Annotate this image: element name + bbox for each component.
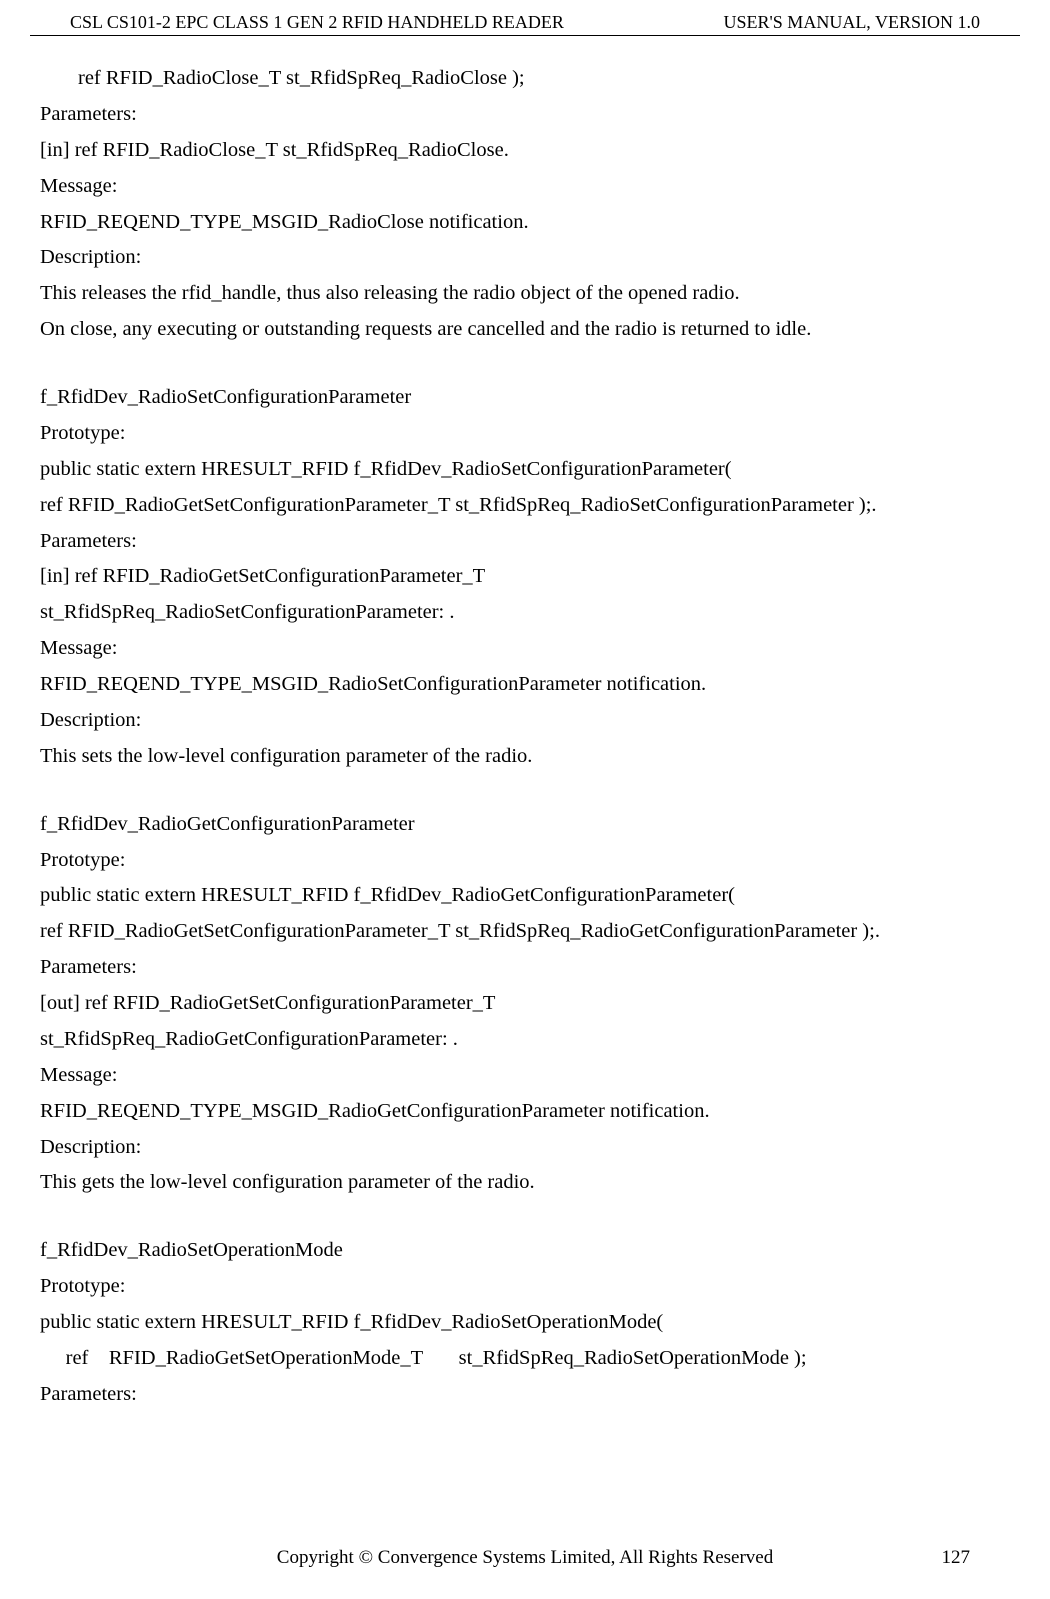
- page-footer: Copyright © Convergence Systems Limited,…: [0, 1547, 1050, 1569]
- text-line: This releases the rfid_handle, thus also…: [40, 276, 1010, 312]
- text-line: ref RFID_RadioClose_T st_RfidSpReq_Radio…: [40, 61, 1010, 97]
- text-line: Prototype:: [40, 1269, 1010, 1305]
- text-line: st_RfidSpReq_RadioSetConfigurationParame…: [40, 595, 1010, 631]
- text-line: f_RfidDev_RadioGetConfigurationParameter: [40, 807, 1010, 843]
- text-line: Description:: [40, 240, 1010, 276]
- text-line: Parameters:: [40, 1377, 1010, 1413]
- text-line: [in] ref RFID_RadioClose_T st_RfidSpReq_…: [40, 133, 1010, 169]
- text-line: f_RfidDev_RadioSetConfigurationParameter: [40, 380, 1010, 416]
- text-line: Prototype:: [40, 843, 1010, 879]
- text-line: Description:: [40, 703, 1010, 739]
- text-line: Parameters:: [40, 524, 1010, 560]
- page-number: 127: [942, 1547, 971, 1569]
- text-line: st_RfidSpReq_RadioGetConfigurationParame…: [40, 1022, 1010, 1058]
- text-line: [in] ref RFID_RadioGetSetConfigurationPa…: [40, 559, 1010, 595]
- text-line: ref RFID_RadioGetSetConfigurationParamet…: [40, 914, 1010, 950]
- text-line: public static extern HRESULT_RFID f_Rfid…: [40, 1305, 1010, 1341]
- header-right: USER'S MANUAL, VERSION 1.0: [724, 12, 980, 33]
- text-line: [out] ref RFID_RadioGetSetConfigurationP…: [40, 986, 1010, 1022]
- text-line: This sets the low-level configuration pa…: [40, 739, 1010, 775]
- text-line: RFID_REQEND_TYPE_MSGID_RadioSetConfigura…: [40, 667, 1010, 703]
- header-left: CSL CS101-2 EPC CLASS 1 GEN 2 RFID HANDH…: [70, 12, 564, 33]
- text-line: RFID_REQEND_TYPE_MSGID_RadioClose notifi…: [40, 205, 1010, 241]
- text-line: This gets the low-level configuration pa…: [40, 1165, 1010, 1201]
- text-line: Message:: [40, 631, 1010, 667]
- page-header: CSL CS101-2 EPC CLASS 1 GEN 2 RFID HANDH…: [30, 0, 1020, 36]
- text-line: Parameters:: [40, 97, 1010, 133]
- footer-copyright: Copyright © Convergence Systems Limited,…: [277, 1547, 773, 1569]
- text-line: On close, any executing or outstanding r…: [40, 312, 1010, 348]
- text-line: public static extern HRESULT_RFID f_Rfid…: [40, 452, 1010, 488]
- text-line: Message:: [40, 1058, 1010, 1094]
- text-line: ref RFID_RadioGetSetOperationMode_T st_R…: [40, 1341, 1010, 1377]
- page-content: ref RFID_RadioClose_T st_RfidSpReq_Radio…: [0, 36, 1050, 1413]
- text-line: Parameters:: [40, 950, 1010, 986]
- text-line: Prototype:: [40, 416, 1010, 452]
- text-line: RFID_REQEND_TYPE_MSGID_RadioGetConfigura…: [40, 1094, 1010, 1130]
- text-line: ref RFID_RadioGetSetConfigurationParamet…: [40, 488, 1010, 524]
- text-line: public static extern HRESULT_RFID f_Rfid…: [40, 878, 1010, 914]
- text-line: f_RfidDev_RadioSetOperationMode: [40, 1233, 1010, 1269]
- text-line: Message:: [40, 169, 1010, 205]
- text-line: Description:: [40, 1130, 1010, 1166]
